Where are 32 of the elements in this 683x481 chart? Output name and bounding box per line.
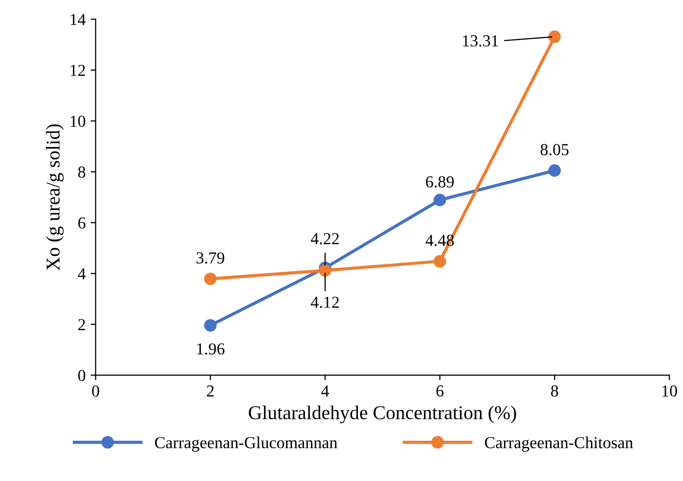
point — [204, 319, 217, 332]
x-tick-label: 8 — [551, 385, 558, 397]
y-tick-label: 2 — [78, 319, 85, 330]
data-label: 3.79 — [196, 252, 224, 264]
y-tick-label: 8 — [78, 166, 86, 178]
x-tick-label: 10 — [662, 385, 678, 397]
x-tick-label: 6 — [436, 385, 444, 397]
data-label: 6.89 — [426, 176, 454, 188]
data-label: 1.96 — [197, 343, 224, 355]
x-tick-label: 0 — [92, 385, 100, 397]
point — [548, 164, 561, 177]
point — [204, 272, 217, 286]
data-label: 13.31 — [463, 35, 498, 47]
data-label: 8.05 — [540, 144, 569, 156]
y-tick-label: 14 — [70, 14, 86, 26]
y-tick-label: 6 — [78, 217, 86, 229]
legend-label: Carrageenan-Glucomannan — [155, 436, 338, 452]
x-tick-label: 2 — [206, 385, 214, 396]
point — [318, 264, 332, 277]
x-axis-title: Glutaraldehyde Concentration (%) — [248, 406, 516, 424]
y-tick-label: 0 — [78, 370, 86, 382]
y-tick-label: 4 — [78, 268, 86, 280]
y-axis-title: Xo (g urea/g solid) — [46, 124, 64, 270]
legend-label: Carrageenan-Chitosan — [484, 436, 634, 452]
point — [434, 194, 446, 206]
y-tick-label: 10 — [70, 116, 86, 127]
point — [434, 255, 446, 268]
point — [548, 30, 561, 44]
y-tick-label: 12 — [70, 64, 85, 76]
x-tick-label: 4 — [321, 385, 330, 396]
data-label: 4.12 — [310, 296, 339, 308]
data-label: 4.22 — [310, 233, 339, 244]
